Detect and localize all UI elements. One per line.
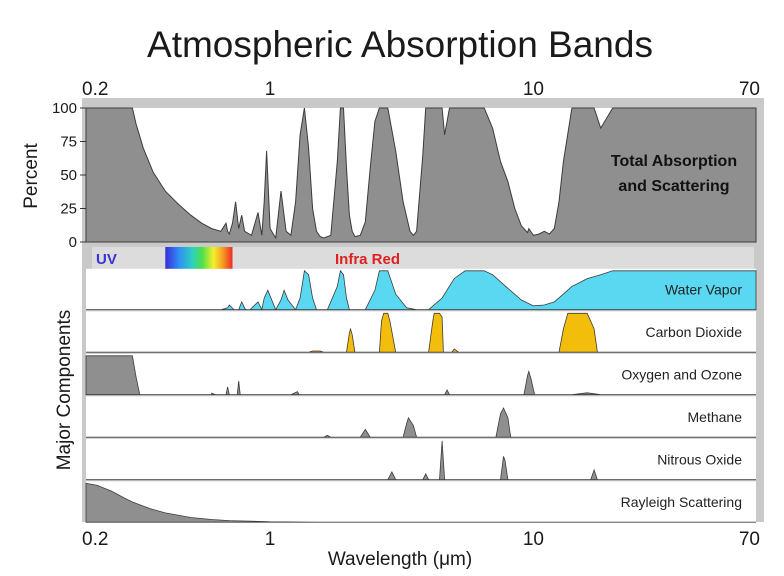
- water-vapor-area: [86, 269, 757, 311]
- nitrous-oxide-area: [86, 440, 756, 481]
- y-tick-labels: 0 25 50 75 100: [52, 100, 86, 251]
- bottom-x-tick-label: 1: [265, 529, 276, 550]
- chart-title: Atmospheric Absorption Bands: [147, 24, 653, 65]
- y-axis-label: Percent: [21, 143, 42, 209]
- bottom-x-tick-label: 0.2: [82, 529, 108, 550]
- rayleigh-scattering-panel: Rayleigh Scattering: [85, 481, 756, 523]
- y-tick-label: 50: [60, 167, 77, 184]
- spectrum-strip-background: [92, 247, 754, 269]
- total-absorption-panel: Total Absorption and Scattering: [85, 107, 757, 243]
- bottom-x-tick-label: 70: [739, 529, 760, 550]
- oxygen-and-ozone-label: Oxygen and Ozone: [621, 366, 742, 382]
- top-x-tick-label: 10: [523, 79, 544, 100]
- oxygen-and-ozone-panel-background: [86, 353, 756, 395]
- methane-area: [86, 407, 756, 438]
- carbon-dioxide-panel: Carbon Dioxide: [86, 311, 756, 353]
- major-components-panels: Water Vapor Carbon Dioxide Oxygen and Ozon…: [85, 268, 757, 523]
- methane-label: Methane: [688, 409, 743, 425]
- carbon-dioxide-panel-background: [86, 311, 756, 353]
- y-tick-label: 25: [60, 201, 77, 218]
- carbon-dioxide-label: Carbon Dioxide: [646, 324, 743, 340]
- y-tick-label: 100: [52, 100, 77, 117]
- uv-label: UV: [96, 251, 117, 268]
- nitrous-oxide-label: Nitrous Oxide: [657, 451, 742, 467]
- total-series-label-line1: Total Absorption: [611, 153, 737, 170]
- water-vapor-label: Water Vapor: [665, 281, 742, 297]
- top-x-tick-labels: 0.2 1 10 70: [82, 79, 760, 100]
- rayleigh-scattering-area: [85, 482, 756, 523]
- water-vapor-panel: Water Vapor: [86, 268, 757, 311]
- top-x-tick-label: 1: [265, 79, 276, 100]
- carbon-dioxide-area: [86, 312, 756, 353]
- bottom-x-tick-label: 10: [523, 529, 544, 550]
- nitrous-oxide-panel-background: [86, 438, 756, 480]
- total-absorption-area: [85, 107, 757, 243]
- y-tick-label: 75: [60, 134, 77, 151]
- methane-panel: Methane: [86, 396, 756, 438]
- rayleigh-scattering-label: Rayleigh Scattering: [621, 494, 742, 510]
- components-axis-label: Major Components: [54, 310, 75, 471]
- top-x-tick-label: 70: [739, 79, 760, 100]
- nitrous-oxide-panel: Nitrous Oxide: [86, 438, 756, 481]
- methane-panel-background: [86, 396, 756, 438]
- x-axis-label: Wavelength (μm): [328, 549, 472, 570]
- oxygen-and-ozone-area: [85, 355, 756, 396]
- total-series-label-line2: and Scattering: [618, 178, 729, 195]
- y-tick-label: 0: [69, 234, 77, 251]
- top-x-tick-label: 0.2: [82, 79, 108, 100]
- spectrum-strip: UV Infra Red: [92, 247, 754, 269]
- rayleigh-scattering-panel-background: [86, 481, 756, 523]
- bottom-x-tick-labels: 0.2 1 10 70: [82, 529, 760, 550]
- infrared-label: Infra Red: [335, 251, 400, 268]
- visible-spectrum-band: [165, 247, 233, 269]
- oxygen-and-ozone-panel: Oxygen and Ozone: [85, 353, 756, 396]
